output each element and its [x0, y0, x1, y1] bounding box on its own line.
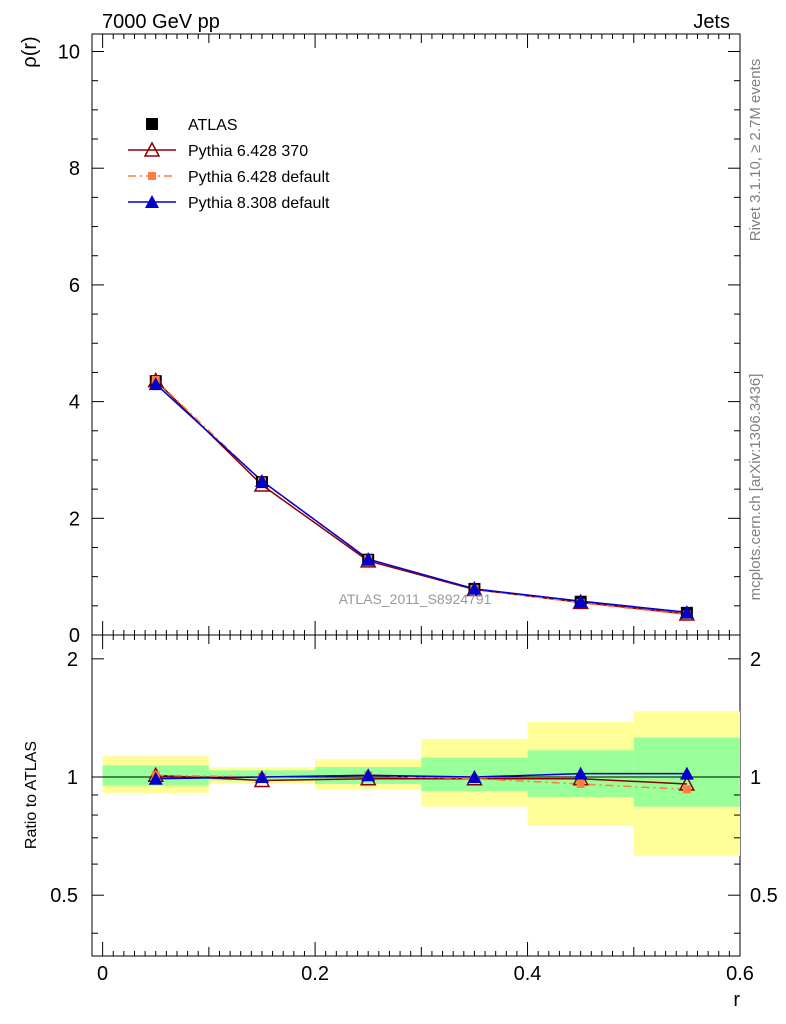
main-series-2-line [155, 379, 687, 616]
header-left-title: 7000 GeV pp [102, 11, 220, 33]
x-tick-label: 0.6 [726, 963, 754, 985]
legend-marker-2 [148, 172, 156, 180]
x-tick-label: 0 [97, 963, 108, 985]
ratio-uncertainty-bands [92, 711, 740, 856]
rivet-label: Rivet 3.1.10, ≥ 2.7M events [747, 59, 764, 242]
main-y-tick-label: 4 [69, 392, 80, 414]
x-tick-label: 0.4 [514, 963, 542, 985]
ratio-series-2-point [361, 768, 376, 782]
x-tick-label: 0.2 [301, 963, 329, 985]
ratio-y-tick-label: 1 [67, 767, 78, 789]
ratio-series-2-point [467, 770, 482, 784]
ratio-series-0-line [155, 774, 687, 785]
main-series-3-line [155, 383, 687, 613]
main-series-3-point [467, 581, 482, 595]
axis-ticks [92, 34, 741, 956]
ratio-series-1-point [576, 779, 585, 788]
ratio-y-tick-label: 2 [67, 649, 78, 671]
ratio-series-2-point [148, 771, 163, 785]
ratio-y-tick-label: 0.5 [50, 885, 78, 907]
legend-label-1: Pythia 6.428 370 [188, 143, 308, 160]
main-series-1-line [155, 380, 687, 615]
ratio-series-1-line [155, 774, 687, 791]
mcplots-label: mcplots.cern.ch [arXiv:1306.3436] [747, 374, 764, 601]
main-series-3-point [254, 473, 269, 487]
legend-label-3: Pythia 8.308 default [188, 195, 330, 212]
legend-label-2: Pythia 6.428 default [188, 169, 330, 186]
main-series-group [147, 372, 696, 621]
legend: ATLAS Pythia 6.428 370 Pythia 6.428 defaul… [128, 117, 330, 212]
ratio-series-2-line [155, 772, 687, 780]
ratio-series-2-point [254, 770, 269, 784]
analysis-watermark: ATLAS_2011_S8924791 [339, 591, 492, 607]
legend-label-0: ATLAS [188, 117, 238, 134]
main-series-3-point [679, 605, 694, 619]
ratio-y-axis-label: Ratio to ATLAS [23, 741, 40, 849]
main-series-3-point [573, 594, 588, 608]
ratio-series-1-point [682, 785, 691, 794]
legend-marker-3 [145, 195, 159, 208]
ratio-series-group [147, 766, 696, 794]
legend-marker-1 [143, 141, 161, 157]
ratio-series-2-point [573, 766, 588, 780]
main-series-3-point [361, 552, 376, 566]
main-y-axis-label: ρ(r) [19, 36, 41, 67]
main-series-3-point [148, 377, 163, 391]
main-y-tick-label: 2 [69, 508, 80, 530]
x-axis-label: r [733, 989, 740, 1011]
ratio-y-tick-label-right: 1 [750, 767, 761, 789]
ratio-y-tick-label-right: 2 [750, 649, 761, 671]
header-right-title: Jets [693, 11, 730, 33]
ratio-series-2-point [679, 766, 694, 780]
legend-marker-0 [146, 118, 158, 130]
main-y-tick-label: 8 [69, 158, 80, 180]
main-y-tick-label: 0 [69, 625, 80, 647]
ratio-y-tick-label-right: 0.5 [750, 885, 778, 907]
main-y-tick-label: 6 [69, 275, 80, 297]
main-y-tick-label: 10 [58, 42, 80, 64]
